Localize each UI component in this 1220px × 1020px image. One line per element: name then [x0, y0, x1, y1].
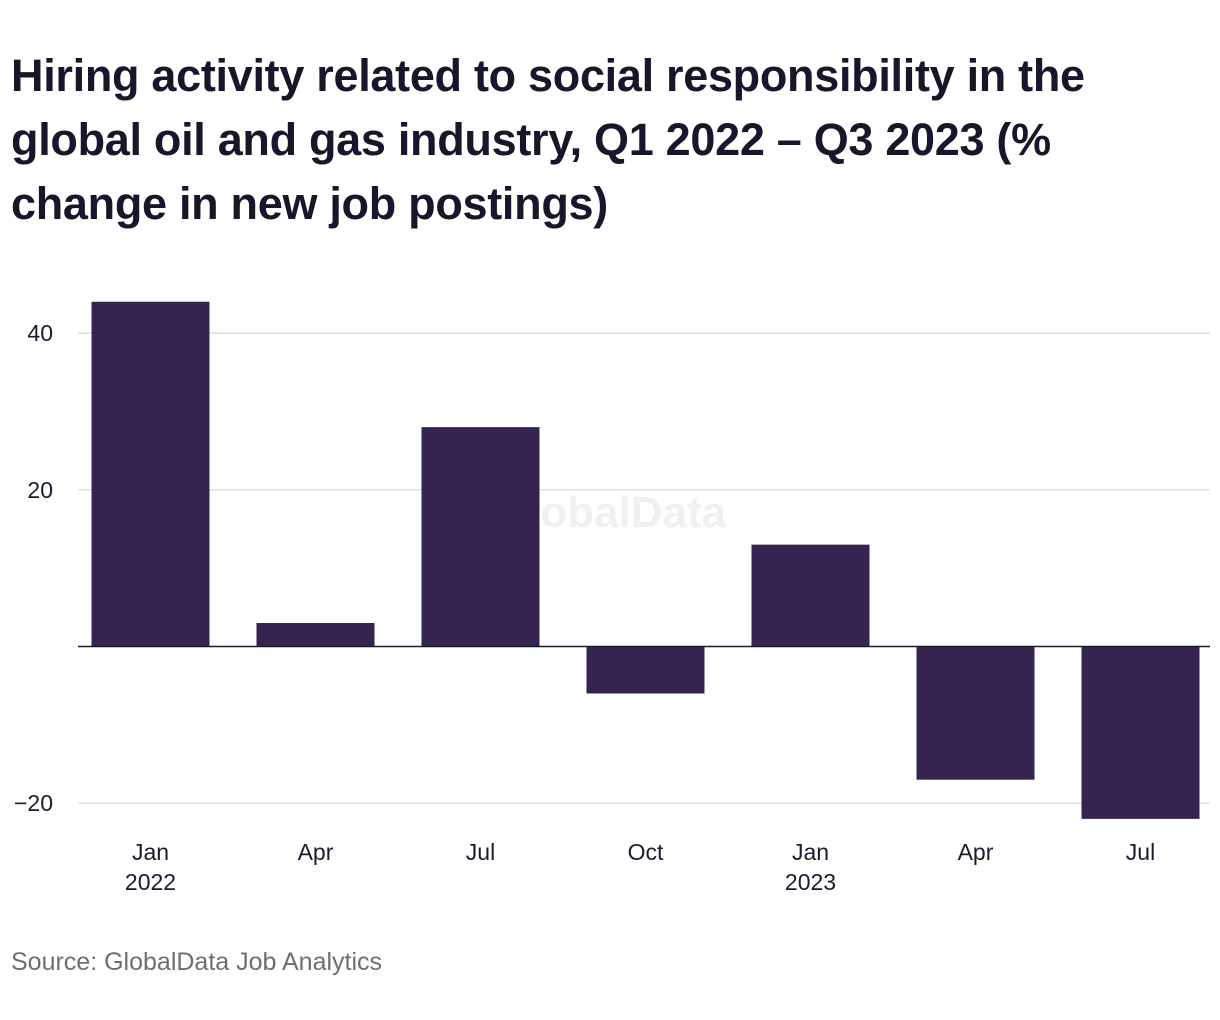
x-tick-label: Oct: [628, 839, 664, 865]
y-axis-ticks: 40 20 −20: [14, 320, 53, 816]
bar-5: [916, 646, 1035, 780]
x-axis-ticks: Jan 2022 Apr Jul Oct Jan 2023 Apr Jul: [125, 839, 1155, 895]
x-tick-label: Apr: [958, 839, 994, 865]
bar-6: [1081, 646, 1200, 819]
y-tick-label: 40: [27, 320, 53, 346]
x-tick-label: Jul: [466, 839, 495, 865]
x-tick-year-label: 2023: [785, 869, 836, 895]
bar-1: [256, 622, 375, 647]
bar-0: [91, 301, 210, 647]
x-tick-label: Jan: [792, 839, 829, 865]
x-tick-label: Jul: [1126, 839, 1155, 865]
bar-2: [421, 427, 540, 647]
bar-3: [586, 646, 705, 694]
x-tick-label: Jan: [132, 839, 169, 865]
gridlines: [78, 332, 1210, 804]
y-tick-label: 20: [27, 477, 53, 503]
chart-title: Hiring activity related to social respon…: [11, 50, 1085, 229]
bar-4: [751, 544, 870, 647]
y-tick-label: −20: [14, 790, 53, 816]
x-tick-label: Apr: [298, 839, 334, 865]
bars: [91, 301, 1200, 819]
source-note: Source: GlobalData Job Analytics: [11, 948, 383, 976]
x-tick-year-label: 2022: [125, 869, 176, 895]
